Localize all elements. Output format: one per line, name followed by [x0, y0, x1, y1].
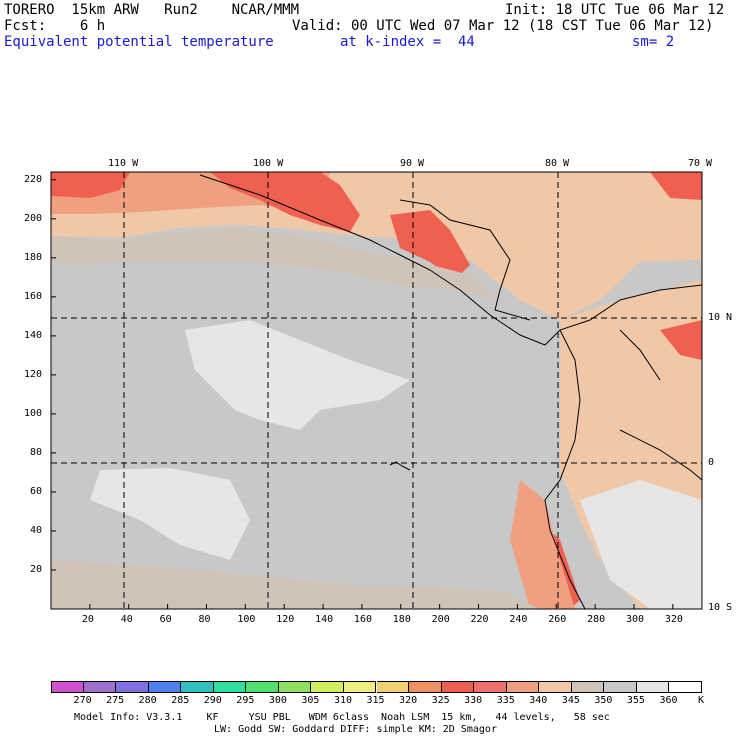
- colorbar-label: 320: [399, 695, 418, 706]
- colorbar-swatch: [376, 681, 410, 693]
- colorbar-label: 295: [236, 695, 255, 706]
- model-title: TORERO 15km ARW Run2 NCAR/MMM: [4, 2, 300, 18]
- colorbar-swatch: [506, 681, 540, 693]
- x-tick-label: 100: [237, 614, 256, 625]
- y-tick-label: 100: [24, 407, 43, 419]
- lon-label: 110 W: [108, 158, 139, 169]
- colorbar-swatch: [116, 681, 149, 693]
- physics-info: LW: Godd SW: Goddard DIFF: simple KM: 2D…: [214, 724, 497, 735]
- x-tick-label: 140: [315, 614, 334, 625]
- level-label: at k-index = 44: [340, 34, 475, 50]
- colorbar-label: 305: [301, 695, 320, 706]
- x-tick-label: 220: [470, 614, 489, 625]
- colorbar-swatch: [83, 681, 117, 693]
- model-info: Model Info: V3.3.1 KF YSU PBL WDM 6class…: [74, 712, 610, 723]
- lon-label: 90 W: [400, 158, 425, 169]
- colorbar-swatch: [604, 681, 637, 693]
- colorbar-swatch: [181, 681, 214, 693]
- colorbar-swatch: [278, 681, 312, 693]
- colorbar-unit: K: [698, 695, 705, 706]
- x-tick-label: 40: [120, 614, 133, 625]
- axis-ticks: [51, 179, 674, 609]
- y-tick-label: 40: [30, 524, 43, 536]
- colorbar-label: 355: [626, 695, 645, 706]
- colorbar-label: 350: [594, 695, 613, 706]
- colorbar-label: 270: [73, 695, 92, 706]
- lon-label: 100 W: [253, 158, 284, 169]
- colorbar-swatch: [441, 681, 475, 693]
- colorbar-label: 300: [268, 695, 287, 706]
- colorbar-label: 330: [464, 695, 483, 706]
- colorbar-swatch: [213, 681, 247, 693]
- forecast-hour: Fcst: 6 h: [4, 18, 106, 34]
- x-tick-label: 80: [198, 614, 211, 625]
- x-tick-label: 280: [587, 614, 606, 625]
- lon-label: 80 W: [545, 158, 570, 169]
- colorbar-label: 360: [659, 695, 678, 706]
- x-tick-label: 120: [276, 614, 295, 625]
- colorbar-swatch: [636, 681, 670, 693]
- map-frame: [50, 171, 703, 610]
- colorbar-swatch: [539, 681, 572, 693]
- y-tick-label: 20: [30, 563, 43, 575]
- x-tick-label: 160: [353, 614, 372, 625]
- x-tick-label: 260: [548, 614, 567, 625]
- colorbar-label: 290: [203, 695, 222, 706]
- lon-label: 70 W: [688, 158, 713, 169]
- colorbar-label: 345: [561, 695, 580, 706]
- colorbar-swatch: [409, 681, 442, 693]
- colorbar-label: 315: [366, 695, 385, 706]
- y-tick-label: 60: [30, 485, 43, 497]
- colorbar-swatch: [246, 681, 279, 693]
- lat-lon-grid: [51, 172, 702, 609]
- valid-time: Valid: 00 UTC Wed 07 Mar 12 (18 CST Tue …: [292, 18, 714, 34]
- y-tick-label: 180: [24, 251, 43, 263]
- y-tick-label: 160: [24, 290, 43, 302]
- colorbar-label: 310: [333, 695, 352, 706]
- y-tick-label: 80: [30, 446, 43, 458]
- colorbar-label: 280: [138, 695, 157, 706]
- y-tick-label: 120: [24, 368, 43, 380]
- colorbar-label: 275: [106, 695, 125, 706]
- colorbar-label: 325: [431, 695, 450, 706]
- lat-label: 10 N: [708, 312, 733, 323]
- colorbar-swatch: [51, 681, 84, 693]
- field-shading: [51, 172, 702, 609]
- smoothing-label: sm= 2: [632, 34, 675, 50]
- colorbar-label: 285: [171, 695, 190, 706]
- x-tick-label: 320: [664, 614, 683, 625]
- colorbar-swatch: [148, 681, 182, 693]
- colorbar-swatch: [474, 681, 507, 693]
- colorbar-swatch: [571, 681, 605, 693]
- field-name: Equivalent potential temperature: [4, 34, 274, 50]
- x-tick-label: 300: [625, 614, 645, 625]
- colorbar-swatch: [669, 681, 702, 693]
- lat-label: 0: [708, 457, 715, 468]
- x-tick-label: 180: [392, 614, 411, 625]
- colorbar-label: 340: [529, 695, 548, 706]
- x-tick-label: 240: [509, 614, 528, 625]
- x-tick-label: 60: [159, 614, 172, 625]
- colorbar-swatch: [343, 681, 377, 693]
- colorbar-label: 335: [496, 695, 515, 706]
- x-tick-label: 200: [431, 614, 450, 625]
- lat-label: 10 S: [708, 602, 733, 613]
- y-tick-label: 220: [24, 173, 43, 185]
- y-tick-label: 140: [24, 329, 43, 341]
- colorbar-swatch: [311, 681, 344, 693]
- init-time: Init: 18 UTC Tue 06 Mar 12: [505, 2, 725, 18]
- coastlines: [199, 174, 702, 609]
- y-tick-label: 200: [24, 212, 43, 224]
- x-tick-label: 20: [81, 614, 94, 625]
